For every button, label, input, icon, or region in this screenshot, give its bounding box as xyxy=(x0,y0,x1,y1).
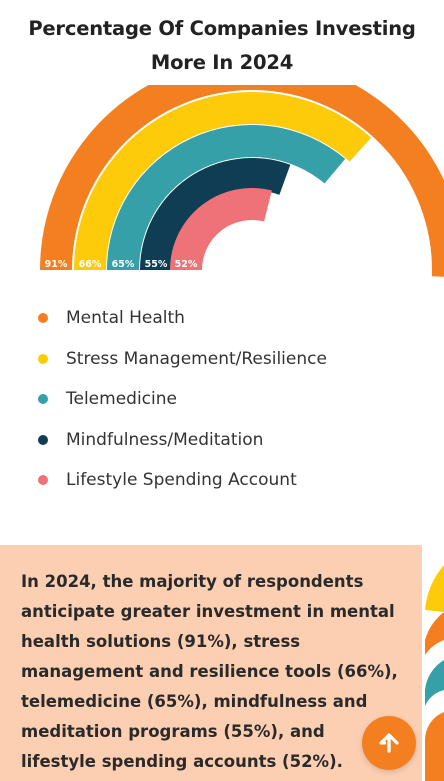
legend-label: Mindfulness/Meditation xyxy=(66,429,264,450)
legend-item: Mental Health xyxy=(38,298,327,339)
legend-dot xyxy=(38,475,48,486)
legend-dot xyxy=(38,394,48,405)
value-label: 91% xyxy=(45,259,68,270)
summary-text: In 2024, the majority of respondents ant… xyxy=(21,572,398,771)
arrow-up-icon xyxy=(379,733,399,753)
summary-card: In 2024, the majority of respondents ant… xyxy=(0,545,422,781)
radial-bar-chart: 91% 66% 65% 55% 52% xyxy=(40,85,444,277)
legend-label: Lifestyle Spending Account xyxy=(66,470,297,491)
legend-dot xyxy=(38,313,48,324)
bar-lifestyle-spending-account xyxy=(170,188,272,270)
value-label: 55% xyxy=(145,259,168,270)
legend-label: Stress Management/Resilience xyxy=(66,348,327,369)
bar-telemedicine xyxy=(107,125,346,270)
legend-item: Mindfulness/Meditation xyxy=(38,420,327,461)
legend-item: Stress Management/Resilience xyxy=(38,339,327,380)
legend-label: Mental Health xyxy=(66,308,185,329)
legend-item: Telemedicine xyxy=(38,379,327,420)
bar-mindfulness-meditation xyxy=(140,157,291,270)
value-label: 52% xyxy=(175,259,198,270)
chart-legend: Mental Health Stress Management/Resilienc… xyxy=(38,298,327,501)
value-label: 65% xyxy=(112,259,135,270)
back-to-top-button[interactable] xyxy=(362,716,416,770)
legend-dot xyxy=(38,434,48,445)
bar-stress-management-resilience xyxy=(74,91,372,270)
chart-title: Percentage Of Companies Investing More I… xyxy=(28,17,416,74)
value-label: 66% xyxy=(79,259,102,270)
legend-dot xyxy=(38,353,48,364)
legend-item: Lifestyle Spending Account xyxy=(38,460,327,501)
legend-label: Telemedicine xyxy=(66,389,177,410)
